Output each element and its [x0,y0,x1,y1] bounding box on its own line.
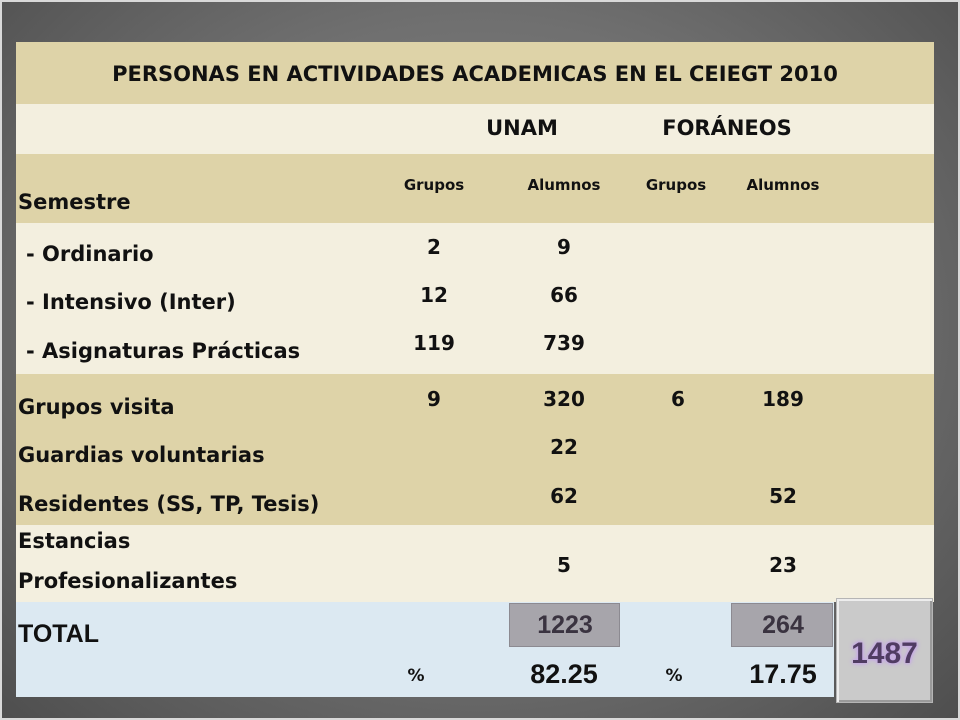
cell-unam-alumnos: 739 [543,331,585,355]
total-foraneos-value: 264 [762,611,804,639]
activities-table: PERSONAS EN ACTIVIDADES ACADEMICAS EN EL… [16,42,934,697]
grand-total-box: 1487 [836,598,933,703]
column-header-unam-alumnos: Alumnos [527,176,601,194]
row-label: - Intensivo (Inter) [26,290,236,314]
cell-unam-grupos: 119 [413,331,455,355]
total-unam-value: 1223 [537,611,593,639]
cell-unam-grupos: 9 [427,387,441,411]
pct-symbol-unam: % [407,666,425,686]
column-header-foraneos-grupos: Grupos [645,176,707,194]
cell-unam-alumnos: 5 [557,553,571,577]
cell-unam-alumnos: 62 [550,484,578,508]
group-header-unam: UNAM [486,116,558,140]
group-header-row: UNAM FORÁNEOS [16,104,934,154]
grand-total-value: 1487 [851,637,918,670]
cell-unam-alumnos: 22 [550,435,578,459]
visits-block: Grupos visita 9 320 6 189 Guardias volun… [16,374,934,525]
semestre-block: - Ordinario 2 9 - Intensivo (Inter) 12 6… [16,223,934,374]
pct-foraneos-value: 17.75 [749,659,817,689]
cell-unam-alumnos: 9 [557,235,571,259]
cell-foraneos-alumnos: 23 [769,553,797,577]
row-label: Guardias voluntarias [18,443,265,467]
estancias-block: Estancias Profesionalizantes 5 23 [16,525,934,602]
total-block: TOTAL 1223 264 % 82.25 % 17.75 [16,602,834,697]
column-header-semestre: Semestre [18,190,131,214]
column-header-unam-grupos: Grupos [403,176,465,194]
cell-foraneos-grupos: 6 [671,387,685,411]
row-label-line2: Profesionalizantes [18,569,238,593]
table-title: PERSONAS EN ACTIVIDADES ACADEMICAS EN EL… [112,62,838,86]
total-foraneos-box: 264 [731,603,833,647]
group-header-foraneos: FORÁNEOS [662,116,792,140]
row-label: - Ordinario [26,242,154,266]
total-unam-box: 1223 [509,603,620,647]
cell-foraneos-alumnos: 189 [762,387,804,411]
pct-unam-value: 82.25 [530,659,598,689]
cell-unam-alumnos: 66 [550,283,578,307]
pct-symbol-foraneos: % [665,666,683,686]
column-header-foraneos-alumnos: Alumnos [746,176,820,194]
cell-foraneos-alumnos: 52 [769,484,797,508]
cell-unam-grupos: 12 [420,283,448,307]
row-label: Grupos visita [18,395,175,419]
total-label: TOTAL [18,620,100,648]
title-row: PERSONAS EN ACTIVIDADES ACADEMICAS EN EL… [16,42,934,104]
row-label-line1: Estancias [18,529,131,553]
row-label: - Asignaturas Prácticas [26,339,301,363]
cell-unam-grupos: 2 [427,235,441,259]
row-label: Residentes (SS, TP, Tesis) [18,492,320,516]
column-header-row: Semestre Grupos Alumnos Grupos Alumnos [16,154,934,223]
cell-unam-alumnos: 320 [543,387,585,411]
